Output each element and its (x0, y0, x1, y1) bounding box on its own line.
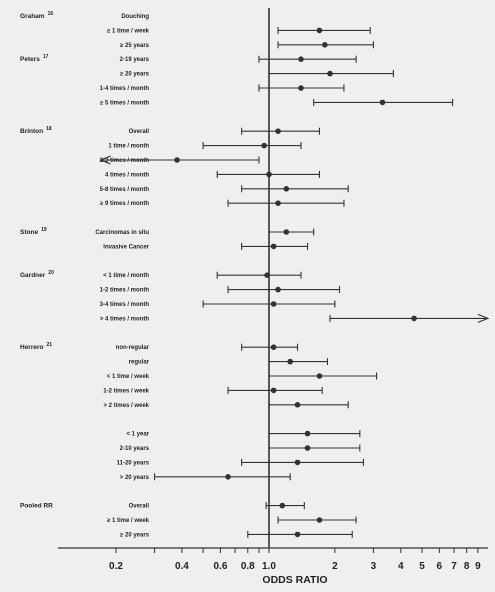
row-label: regular (129, 360, 150, 366)
study-name: Stone 19 (20, 227, 47, 236)
row-label: ≥ 5 times / month (100, 100, 149, 106)
odds-ratio-point (225, 474, 231, 480)
row-label: 2-19 years (120, 57, 150, 63)
odds-ratio-point (294, 402, 301, 408)
study-name: Peters 17 (20, 54, 49, 63)
ci-arrow-right (477, 313, 490, 323)
odds-ratio-point (283, 186, 290, 192)
odds-ratio-point (270, 243, 277, 250)
row-label: 2-3 times / month (100, 158, 150, 164)
odds-ratio-point (283, 229, 290, 235)
study-name: Graham 16 (20, 11, 53, 20)
row-label: Douching (121, 14, 149, 20)
row-label: Invasive Cancer (103, 244, 149, 250)
odds-ratio-point (322, 42, 328, 48)
row-label: ≥ 25 years (120, 43, 150, 49)
x-tick-label: 4 (398, 561, 404, 572)
odds-ratio-point (316, 27, 323, 34)
odds-ratio-point (270, 387, 277, 394)
odds-ratio-point (411, 315, 417, 322)
odds-ratio-point (327, 70, 333, 77)
odds-ratio-point (294, 459, 301, 466)
row-label: Overall (129, 129, 150, 135)
x-tick-label: 0.2 (109, 561, 123, 572)
row-label: 2-10 years (120, 446, 150, 452)
x-tick-label: 8 (464, 561, 470, 572)
row-label: > 2 times / week (103, 403, 149, 409)
x-axis-title: ODDS RATIO (262, 574, 327, 586)
odds-ratio-point (379, 99, 386, 106)
row-label: Overall (129, 504, 150, 510)
odds-ratio-point (287, 358, 294, 365)
odds-ratio-point (298, 56, 304, 62)
odds-ratio-point (275, 286, 281, 293)
x-tick-label: 2 (332, 561, 338, 572)
x-tick-label: 1.0 (262, 561, 276, 572)
row-label: ≥ 1 time / week (107, 518, 150, 524)
x-tick-label: 0.4 (175, 561, 189, 572)
row-label: 1-4 times / month (100, 86, 150, 92)
row-label: > 20 years (120, 475, 150, 481)
row-group: Graham 16 Peters 17 Brinton 18 Stone 19 Gardner 2… (20, 11, 490, 538)
study-name: Brinton 18 (20, 126, 52, 135)
x-tick-label: 0.8 (241, 561, 255, 572)
row-label: 3-4 times / month (100, 302, 150, 308)
row-label: 4 times / month (105, 172, 149, 178)
row-label: 1 time / month (108, 144, 149, 150)
row-label: ≥ 20 years (120, 72, 150, 78)
odds-ratio-point (279, 502, 286, 509)
odds-ratio-point (298, 85, 304, 91)
odds-ratio-point (304, 445, 311, 451)
row-label: 1-2 times / week (103, 388, 149, 394)
odds-ratio-point (275, 128, 281, 134)
x-tick-label: 6 (437, 561, 443, 572)
odds-ratio-point (294, 531, 301, 538)
odds-ratio-point (261, 142, 267, 149)
ci-arrow-left (99, 155, 111, 165)
row-label: ≥ 20 years (120, 532, 150, 538)
odds-ratio-point (270, 344, 277, 351)
row-label: < 1 time / month (103, 273, 149, 279)
row-label: > 4 times / month (100, 316, 150, 322)
odds-ratio-point (270, 301, 277, 307)
study-name: Gardner 20 (20, 270, 54, 279)
row-label: 11-20 years (117, 460, 150, 466)
row-label: non-regular (116, 345, 150, 351)
row-label: 5-8 times / month (100, 187, 150, 193)
row-label: Carcinomas in situ (95, 230, 149, 236)
study-name: Herrero 21 (20, 342, 52, 351)
odds-ratio-point (304, 430, 311, 437)
study-name: Pooled RR (20, 503, 53, 510)
axis-group: 0.2 0.4 0.6 0.8 1.0 2 3 4 5 6 7 8 9 (58, 8, 488, 572)
odds-ratio-point (316, 373, 323, 379)
x-tick-label: 0.6 (213, 561, 227, 572)
x-tick-label: 7 (451, 561, 457, 572)
odds-ratio-point (275, 200, 281, 206)
row-label: < 1 year (126, 432, 149, 438)
row-label: ≥ 9 times / month (100, 201, 149, 207)
x-tick-label: 5 (419, 561, 425, 572)
x-tick-label: 3 (371, 561, 377, 572)
x-tick-label: 9 (475, 561, 481, 572)
odds-ratio-point (316, 517, 323, 523)
row-label: 1-2 times / month (100, 288, 150, 294)
row-label: < 1 time / week (107, 374, 150, 380)
odds-ratio-point (174, 157, 180, 163)
row-label: ≥ 1 time / week (107, 28, 150, 34)
